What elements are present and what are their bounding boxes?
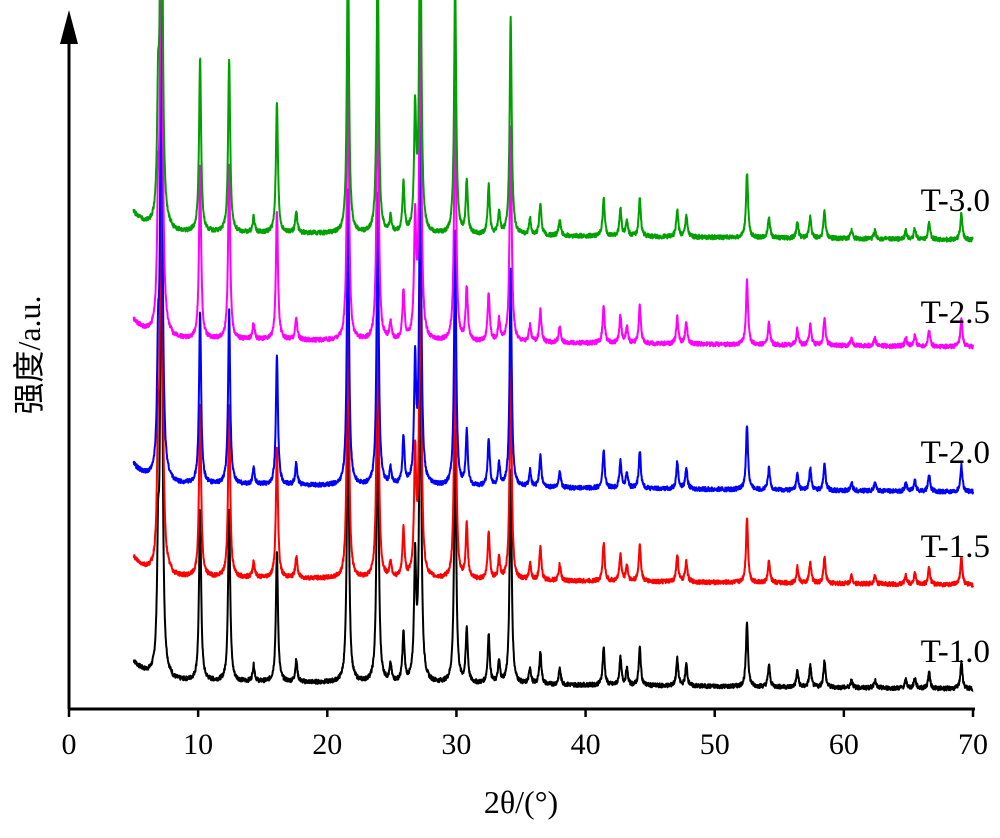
x-tick-label: 60 — [829, 728, 859, 761]
x-tick-label: 40 — [571, 728, 601, 761]
series-line-t-2-5 — [132, 0, 974, 350]
x-axis-title: 2θ/(°) — [484, 784, 558, 820]
x-tick-label: 70 — [958, 728, 988, 761]
axes: 0 10 20 30 40 50 60 70 2θ/(°) 强度/a.u. — [11, 10, 988, 820]
x-tick-label: 10 — [183, 728, 213, 761]
series-traces — [132, 0, 974, 692]
series-line-t-3-0 — [132, 0, 974, 243]
y-axis-title: 强度/a.u. — [11, 295, 47, 414]
y-axis-arrow-icon — [60, 10, 78, 44]
x-tick-label: 30 — [441, 728, 471, 761]
series-line-t-1-0 — [132, 127, 974, 692]
series-labels: T-1.0 T-1.5 T-2.0 T-2.5 T-3.0 — [921, 183, 990, 670]
series-label-t-2-5: T-2.5 — [921, 295, 990, 331]
x-axis-ticks: 0 10 20 30 40 50 60 70 — [62, 709, 988, 761]
x-tick-label: 0 — [62, 728, 77, 761]
x-tick-label: 20 — [312, 728, 342, 761]
series-label-t-2-0: T-2.0 — [921, 435, 990, 471]
series-label-t-3-0: T-3.0 — [921, 183, 990, 219]
series-line-t-2-0 — [132, 0, 974, 495]
series-label-t-1-5: T-1.5 — [921, 529, 990, 565]
series-label-t-1-0: T-1.0 — [921, 634, 990, 670]
series-line-t-1-5 — [132, 23, 974, 588]
x-tick-label: 50 — [700, 728, 730, 761]
